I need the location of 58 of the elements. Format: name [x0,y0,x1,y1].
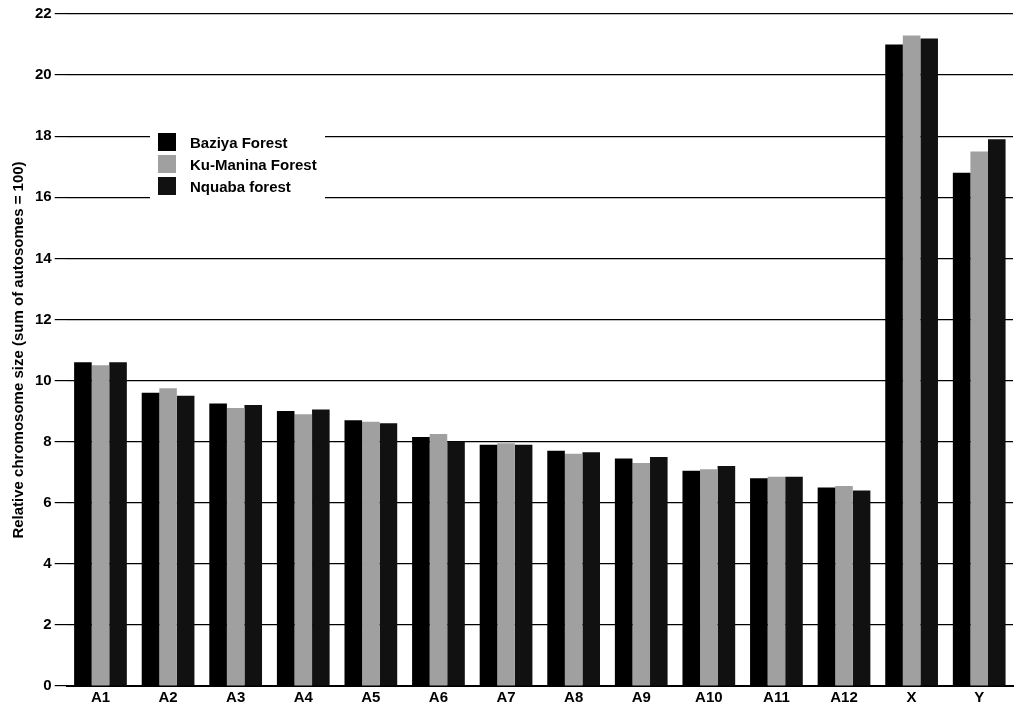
x-tick-label: A3 [226,688,246,706]
bar [109,362,127,686]
legend-label: Baziya Forest [190,133,288,151]
y-tick-label: 0 [43,676,52,694]
y-tick-label: 22 [35,4,52,22]
bar [514,444,533,686]
bar [312,409,330,686]
bar [497,443,515,686]
bar [564,453,583,686]
bar [176,395,195,686]
bar [920,38,938,686]
bar [159,388,177,686]
bar [244,404,263,686]
legend-label: Nquaba forest [190,177,291,195]
bar [767,476,786,686]
bar [970,151,988,686]
bar [582,452,600,686]
bar [447,441,465,686]
x-tick-label: A1 [90,688,111,706]
bar [835,485,853,686]
y-tick-label: 2 [43,615,52,633]
bar [429,434,448,686]
y-tick-label: 18 [35,126,52,144]
y-tick-label: 10 [35,370,52,388]
bar [902,35,921,686]
y-tick-label: 8 [43,431,52,449]
y-tick-label: 20 [35,65,52,83]
y-tick-label: 12 [35,309,52,327]
x-tick-label: A5 [361,688,381,706]
y-tick-label: 16 [35,187,52,205]
x-tick-label: A8 [564,688,584,706]
y-axis-title: Relative chromosome size (sum of autosomes = 100) [9,161,27,539]
bar [717,466,736,686]
bar [852,490,871,686]
bar [650,456,668,686]
x-tick-label: A10 [695,688,723,706]
x-tick-label: A4 [293,688,314,706]
y-tick-label: 14 [35,248,53,266]
bar [294,414,313,686]
bar [987,139,1006,686]
x-tick-label: A2 [158,688,178,706]
x-tick-label: A12 [830,688,858,706]
bar [785,476,803,686]
y-tick-label: 6 [43,492,52,510]
bar [700,469,718,686]
y-tick-label: 4 [43,553,53,571]
bar [226,408,245,686]
x-tick-label: X [906,688,917,706]
legend-label: Ku-Manina Forest [190,155,317,173]
x-tick-label: A6 [428,688,449,706]
x-tick-label: A9 [631,688,651,706]
bar [632,463,651,686]
x-tick-label: A7 [496,688,516,706]
x-tick-label: A11 [763,688,790,706]
bar [91,365,110,686]
x-tick-label: Y [974,688,985,706]
bar [379,423,398,686]
bar [362,421,380,686]
